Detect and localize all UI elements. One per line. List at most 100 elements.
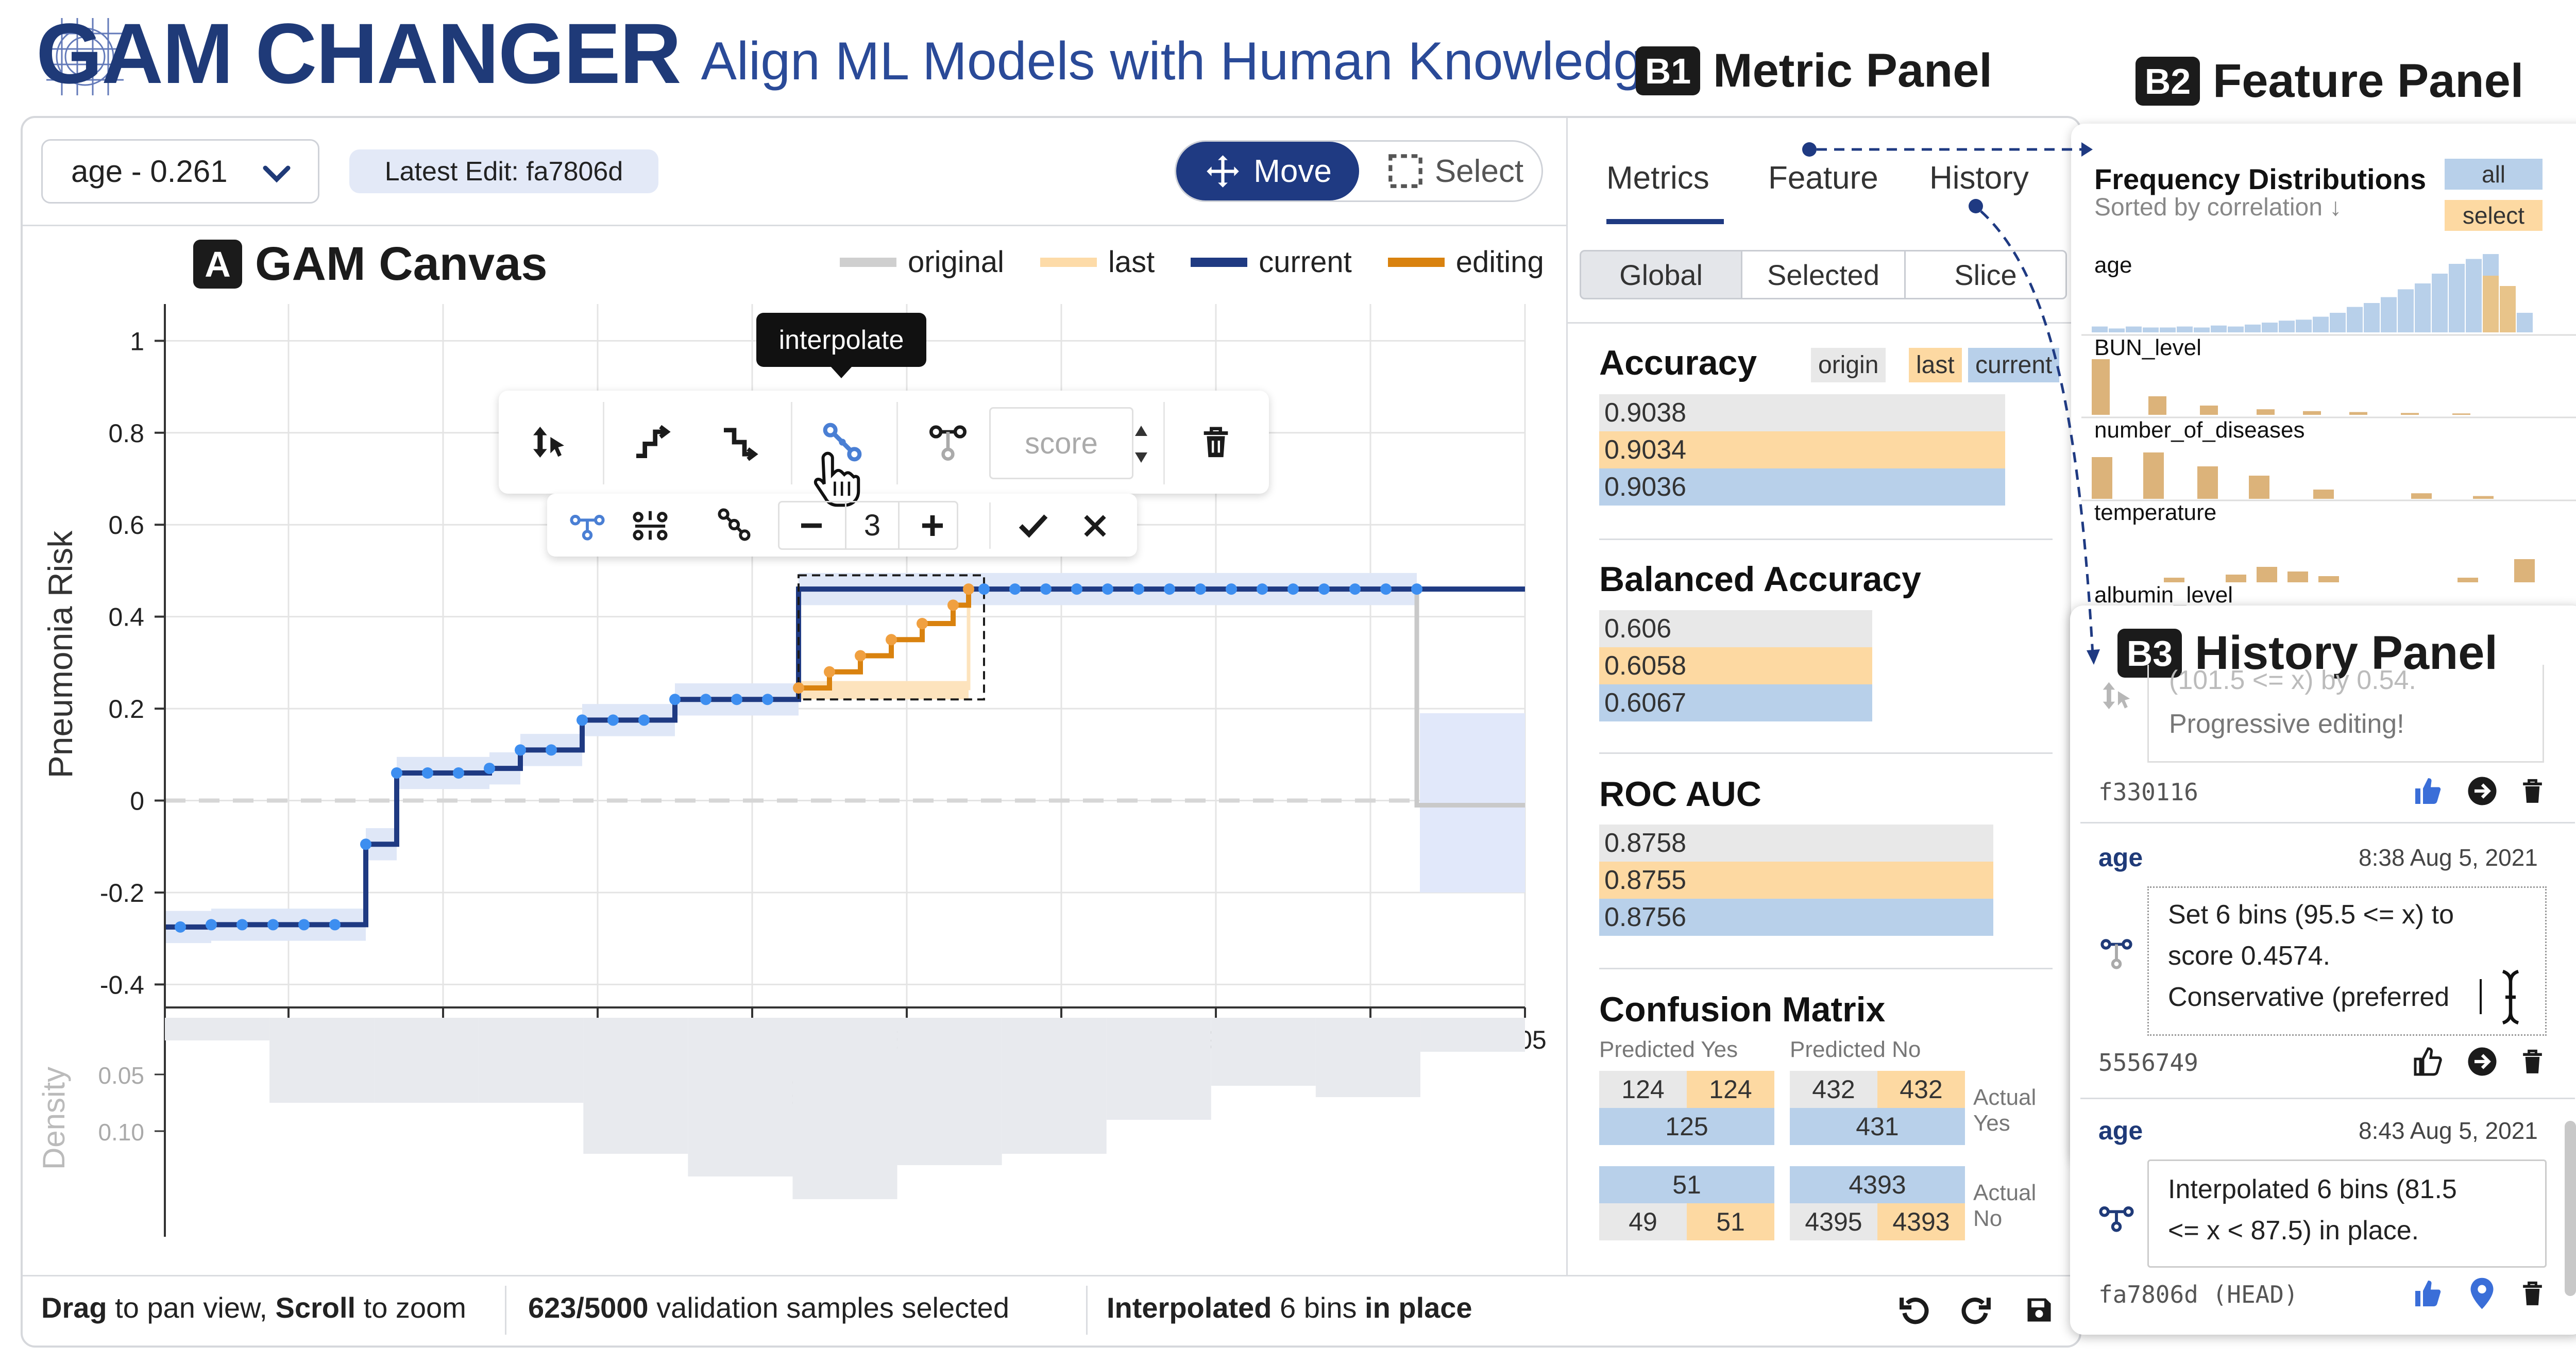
cm-fp-current: 51 bbox=[1599, 1166, 1774, 1203]
age-histogram-bar bbox=[2347, 307, 2363, 332]
current-bin-point bbox=[515, 744, 526, 756]
age-histogram-bar bbox=[2143, 327, 2159, 332]
monotone-decreasing-button[interactable] bbox=[719, 422, 760, 463]
interpolate-button[interactable] bbox=[822, 422, 863, 463]
save-button[interactable] bbox=[2019, 1289, 2060, 1331]
y-tick-label: 0.6 bbox=[108, 511, 144, 540]
select-button[interactable]: Select bbox=[1370, 142, 1540, 200]
checkout-arrow-icon[interactable] bbox=[2467, 1046, 2498, 1077]
text-caret bbox=[2480, 979, 2482, 1014]
filter-select-tag[interactable]: select bbox=[2445, 200, 2543, 231]
feature-label-diseases[interactable]: number_of_diseases bbox=[2094, 417, 2305, 443]
confirm-button[interactable] bbox=[1012, 505, 1054, 546]
scope-selected[interactable]: Selected bbox=[1741, 250, 1906, 299]
score-stepper[interactable] bbox=[1131, 418, 1151, 470]
current-bin-point bbox=[175, 921, 186, 933]
metric-divider bbox=[1599, 968, 2053, 969]
text-cursor-icon bbox=[2502, 969, 2519, 1025]
equal-bins-button[interactable] bbox=[630, 504, 671, 545]
density-tick-label: 0.05 bbox=[98, 1062, 144, 1089]
stepper-arrows-icon bbox=[1135, 426, 1147, 463]
current-bin-point bbox=[1009, 583, 1021, 595]
editing-bin-point bbox=[824, 666, 835, 678]
history-scrollbar[interactable] bbox=[2565, 1121, 2576, 1296]
age-histogram-bar bbox=[2432, 274, 2448, 332]
scope-slice[interactable]: Slice bbox=[1904, 250, 2067, 299]
delete-icon[interactable] bbox=[2518, 1278, 2547, 1309]
interpolate-inplace-button[interactable] bbox=[567, 504, 608, 545]
y-tick-label: -0.4 bbox=[100, 970, 144, 999]
age-histogram-bar bbox=[2296, 320, 2312, 332]
redo-icon bbox=[1961, 1297, 1991, 1324]
cancel-button[interactable] bbox=[1074, 505, 1115, 546]
delete-icon[interactable] bbox=[2518, 776, 2547, 806]
history-text-1a: (101.5 <= x) by 0.54. bbox=[2169, 665, 2416, 695]
density-bar bbox=[1002, 1018, 1107, 1154]
tab-feature[interactable]: Feature bbox=[1768, 160, 1878, 196]
bun-histogram-bar bbox=[2092, 359, 2110, 415]
confusion-title: Confusion Matrix bbox=[1599, 990, 1886, 1029]
cm-tn-origin: 4395 bbox=[1790, 1203, 1877, 1240]
interp-count[interactable]: 3 bbox=[845, 501, 900, 550]
current-bin-point bbox=[700, 694, 711, 705]
history-note-1[interactable] bbox=[2147, 665, 2544, 763]
merge-icon bbox=[2100, 939, 2132, 969]
a-badge: A bbox=[193, 240, 242, 289]
current-bin-point bbox=[978, 583, 990, 595]
move-vertical-button[interactable] bbox=[528, 422, 569, 463]
balanced-accuracy-last: 0.6058 bbox=[1599, 647, 1872, 684]
history-feature-2: age bbox=[2098, 843, 2143, 872]
accuracy-current: 0.9036 bbox=[1599, 468, 2005, 506]
move-vertical-icon bbox=[533, 427, 564, 458]
regression-button[interactable] bbox=[714, 504, 755, 545]
history-note-2[interactable] bbox=[2147, 886, 2547, 1036]
b1-badge: B1 bbox=[1636, 46, 1700, 95]
checkout-arrow-icon[interactable] bbox=[2467, 776, 2498, 806]
feature-select-value: age - 0.261 bbox=[71, 154, 228, 189]
tab-metrics[interactable]: Metrics bbox=[1606, 160, 1709, 196]
scope-global[interactable]: Global bbox=[1580, 250, 1742, 299]
thumbs-up-outline-icon[interactable] bbox=[2413, 1046, 2444, 1077]
thumbs-up-icon[interactable] bbox=[2413, 1278, 2444, 1309]
plus-button[interactable] bbox=[912, 505, 953, 546]
tag-current: current bbox=[1968, 348, 2060, 382]
location-pin-icon[interactable] bbox=[2468, 1276, 2496, 1310]
gam-chart[interactable]: 10.80.60.40.20-0.2-0.4657075808590951001… bbox=[0, 0, 1566, 1278]
feature-label-bun[interactable]: BUN_level bbox=[2094, 335, 2201, 360]
current-bin-point bbox=[360, 838, 371, 850]
history-note-3[interactable] bbox=[2147, 1159, 2547, 1268]
regression-icon bbox=[718, 508, 751, 541]
accuracy-title: Accuracy bbox=[1599, 343, 1757, 382]
feature-select[interactable]: age - 0.261 bbox=[41, 139, 319, 204]
current-bin-point bbox=[1287, 583, 1299, 595]
history-hash-1: f330116 bbox=[2098, 778, 2198, 806]
history-feature-3: age bbox=[2098, 1116, 2143, 1145]
toolbar-separator bbox=[896, 402, 898, 484]
feature-label-albumin[interactable]: albumin_level bbox=[2094, 582, 2233, 608]
undo-button[interactable] bbox=[1893, 1289, 1935, 1331]
redo-button[interactable] bbox=[1955, 1289, 1996, 1331]
roc-auc-title: ROC AUC bbox=[1599, 775, 1761, 814]
delete-button[interactable] bbox=[1195, 422, 1236, 463]
metric-divider bbox=[1568, 322, 2078, 324]
age-histogram-bar bbox=[2109, 328, 2125, 332]
tooltip-arrow bbox=[831, 367, 852, 378]
thumbs-up-icon[interactable] bbox=[2413, 776, 2444, 806]
cm-tn-current: 4393 bbox=[1790, 1166, 1965, 1203]
move-button[interactable]: Move bbox=[1176, 142, 1359, 200]
merge-button[interactable] bbox=[927, 422, 969, 463]
delete-icon[interactable] bbox=[2518, 1046, 2547, 1077]
feature-label-temperature[interactable]: temperature bbox=[2094, 500, 2217, 525]
minus-button[interactable] bbox=[791, 505, 832, 546]
current-bin-point bbox=[1133, 583, 1144, 595]
tab-history[interactable]: History bbox=[1929, 160, 2029, 196]
diseases-histogram-bar bbox=[2313, 490, 2334, 499]
monotone-increasing-button[interactable] bbox=[631, 422, 672, 463]
filter-all-tag[interactable]: all bbox=[2445, 159, 2543, 190]
monotone-decreasing-icon bbox=[724, 428, 758, 461]
toolbar-separator bbox=[989, 502, 991, 549]
age-histogram-bar bbox=[2415, 283, 2431, 332]
feature-label-age[interactable]: age bbox=[2094, 253, 2132, 278]
editing-bin-point bbox=[963, 583, 974, 595]
score-input[interactable]: score bbox=[989, 407, 1133, 479]
